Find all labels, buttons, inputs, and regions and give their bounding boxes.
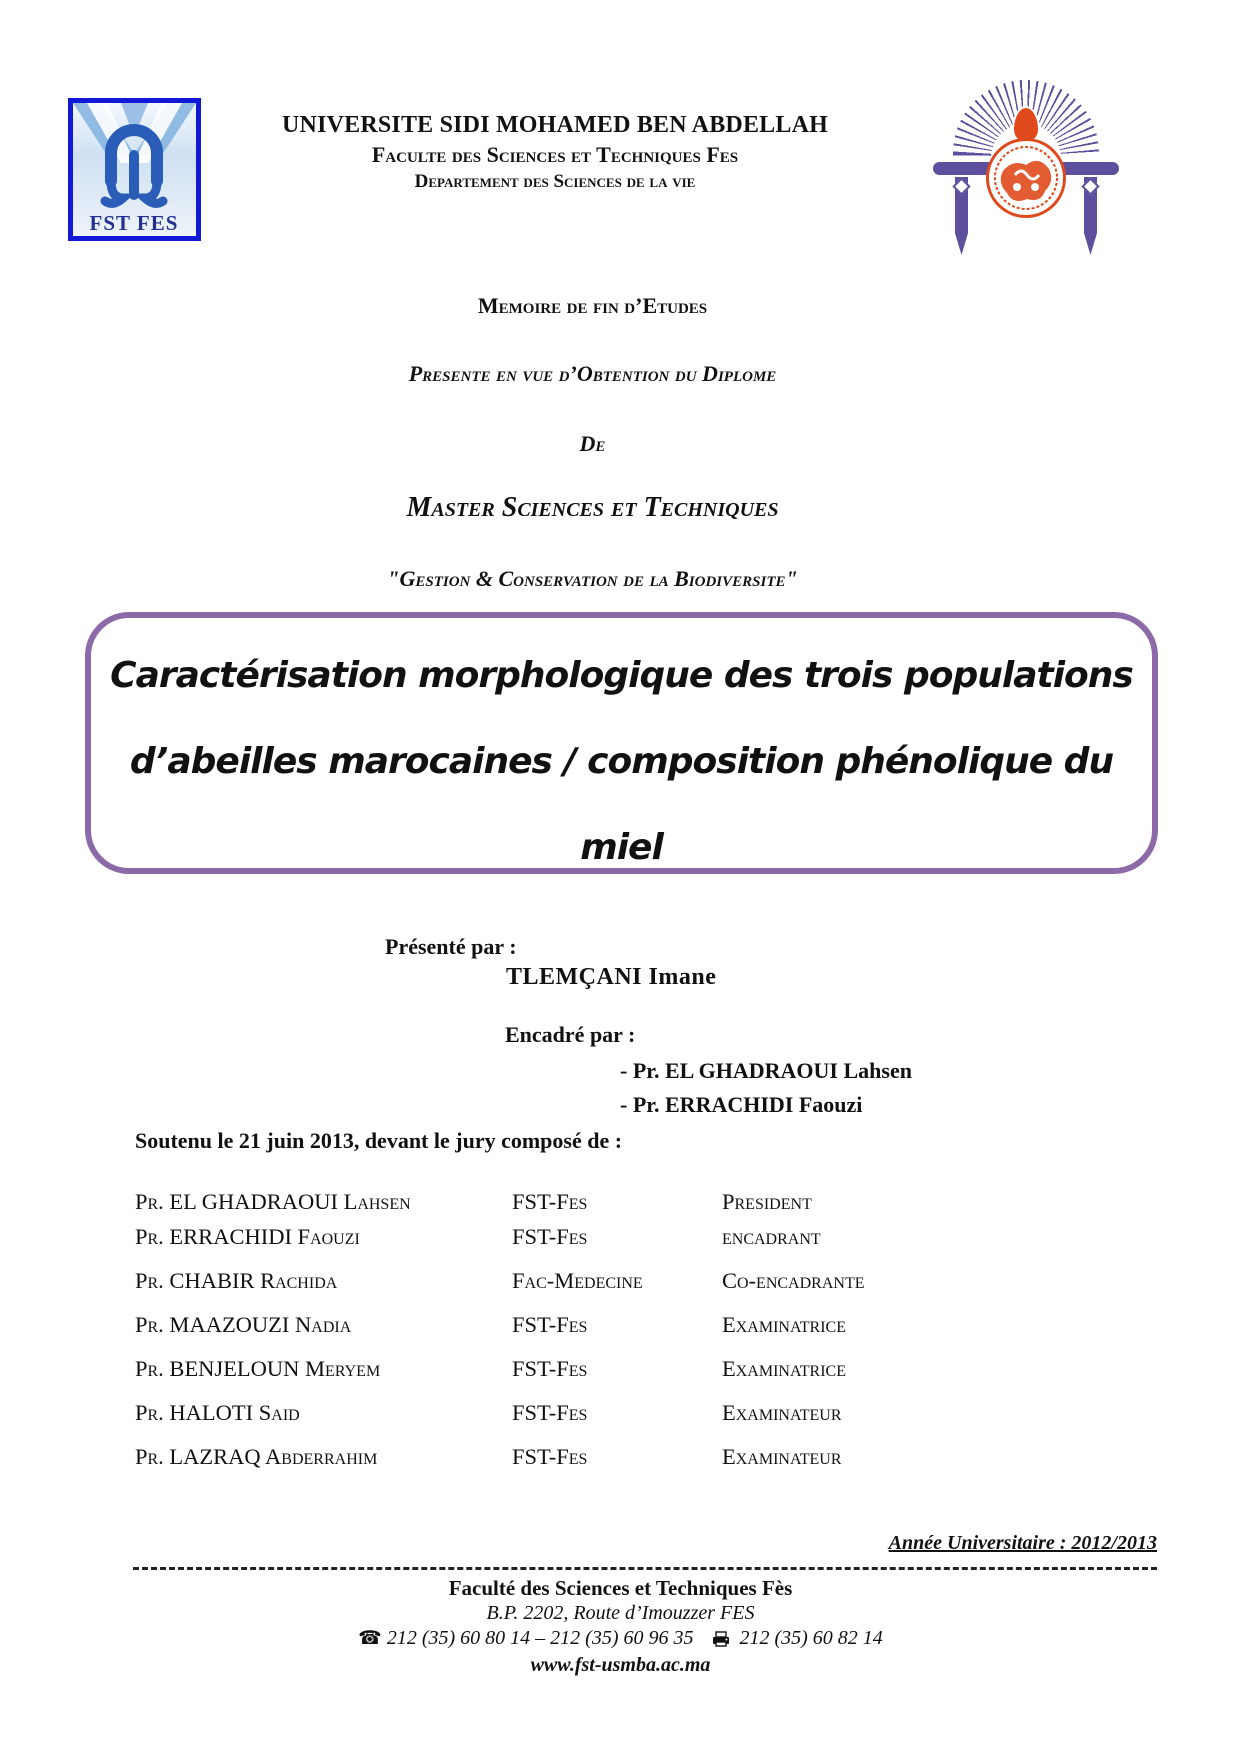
footer-phones: 212 (35) 60 80 14 – 212 (35) 60 96 35 (386, 1627, 694, 1649)
thesis-title-line2: d’abeilles marocaines / composition phén… (129, 741, 1114, 782)
jury-member-role: Examinatrice (722, 1356, 846, 1381)
dashed-separator (133, 1567, 1157, 1570)
academic-year: Année Universitaire : 2012/2013 (888, 1532, 1157, 1554)
thesis-title-box: Caractérisation morphologique des trois … (85, 612, 1158, 874)
phone-icon: ☎ (358, 1627, 382, 1649)
usmba-medallion (986, 138, 1066, 218)
footer-fax: 212 (35) 60 82 14 (739, 1627, 883, 1649)
footer-faculty-name: Faculté des Sciences et Techniques Fès (448, 1576, 793, 1600)
memoire-specialty: "Gestion & Conservation de la Biodiversi… (387, 566, 798, 591)
jury-member-name: Pr. HALOTI Said (135, 1400, 300, 1425)
author-name: TLEMÇANI Imane (506, 964, 717, 990)
jury-member-affiliation: FST-Fes (512, 1189, 588, 1214)
jury-member-name: Pr. LAZRAQ Abderrahim (135, 1444, 378, 1469)
jury-row: Pr. ERRACHIDI Faouzi FST-Fes encadrant (135, 1223, 1125, 1251)
footer-address: B.P. 2202, Route d’Imouzzer FES (486, 1602, 755, 1624)
usmba-emblem (933, 78, 1119, 260)
jury-row: Pr. BENJELOUN Meryem FST-Fes Examinatric… (135, 1355, 1125, 1383)
footer-website: www.fst-usmba.ac.ma (530, 1654, 711, 1676)
supervisor-2: - Pr. ERRACHIDI Faouzi (620, 1092, 863, 1117)
jury-member-role: President (722, 1189, 812, 1214)
usmba-column-left (955, 177, 968, 255)
thesis-title-line1: Caractérisation morphologique des trois … (110, 655, 1134, 696)
jury-member-role: Examinateur (722, 1444, 842, 1469)
fst-logo-text: FST FES (90, 211, 179, 235)
jury-row: Pr. LAZRAQ Abderrahim FST-Fes Examinateu… (135, 1443, 1125, 1471)
institution-header: UNIVERSITE SIDI MOHAMED BEN ABDELLAH Fac… (215, 112, 895, 193)
supervisor-1: - Pr. EL GHADRAOUI Lahsen (620, 1058, 912, 1083)
department-name: Departement des Sciences de la vie (414, 171, 696, 192)
jury-member-name: Pr. BENJELOUN Meryem (135, 1356, 381, 1381)
thesis-title-line3: miel (580, 827, 664, 868)
jury-member-role: encadrant (722, 1224, 821, 1249)
jury-row: Pr. CHABIR Rachida Fac-Medecine Co-encad… (135, 1267, 1125, 1295)
jury-row: Pr. EL GHADRAOUI Lahsen FST-Fes Presiden… (135, 1188, 1125, 1216)
memoire-heading: Memoire de fin d’Etudes (477, 293, 708, 318)
jury-member-affiliation: FST-Fes (512, 1356, 588, 1381)
fax-icon (713, 1631, 730, 1647)
memoire-program: Master Sciences et Techniques (406, 492, 779, 523)
jury-member-affiliation: Fac-Medecine (512, 1268, 643, 1293)
footer-contact-line: ☎ 212 (35) 60 80 14 – 212 (35) 60 96 35 … (0, 1627, 1241, 1650)
jury-member-role: Examinateur (722, 1400, 842, 1425)
jury-member-affiliation: FST-Fes (512, 1312, 588, 1337)
jury-member-affiliation: FST-Fes (512, 1224, 588, 1249)
presented-by-label: Présenté par : (385, 934, 517, 959)
jury-member-name: Pr. ERRACHIDI Faouzi (135, 1224, 360, 1249)
jury-member-role: Examinatrice (722, 1312, 846, 1337)
fst-fes-logo-graphic: FST FES (73, 103, 196, 235)
usmba-column-right (1084, 177, 1097, 255)
jury-member-affiliation: FST-Fes (512, 1400, 588, 1425)
jury-member-name: Pr. EL GHADRAOUI Lahsen (135, 1189, 411, 1214)
jury-member-role: Co-encadrante (722, 1268, 865, 1293)
memoire-subheading: Presente en vue d’Obtention du Diplome (408, 361, 777, 386)
jury-row: Pr. MAAZOUZI Nadia FST-Fes Examinatrice (135, 1311, 1125, 1339)
memoire-connector: De (579, 431, 606, 456)
jury-member-affiliation: FST-Fes (512, 1444, 588, 1469)
supervised-by-label: Encadré par : (505, 1022, 636, 1047)
jury-row: Pr. HALOTI Said FST-Fes Examinateur (135, 1399, 1125, 1427)
defense-line: Soutenu le 21 juin 2013, devant le jury … (135, 1128, 623, 1153)
jury-table: Pr. EL GHADRAOUI Lahsen FST-Fes Presiden… (135, 1188, 1125, 1471)
fst-fes-logo: FST FES (68, 98, 201, 241)
jury-member-name: Pr. CHABIR Rachida (135, 1268, 338, 1293)
usmba-finial (1012, 106, 1040, 144)
university-name: UNIVERSITE SIDI MOHAMED BEN ABDELLAH (282, 112, 828, 138)
faculty-name: Faculte des Sciences et Techniques Fes (371, 142, 739, 167)
jury-member-name: Pr. MAAZOUZI Nadia (135, 1312, 352, 1337)
